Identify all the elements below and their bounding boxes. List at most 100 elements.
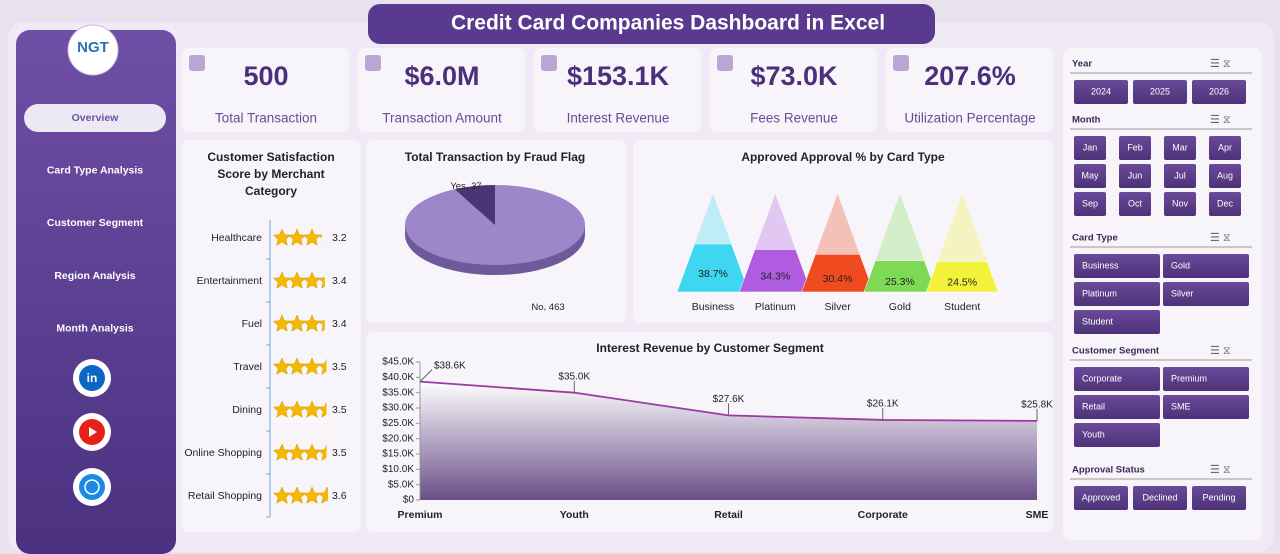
slicer-button[interactable] xyxy=(1074,136,1106,160)
slicer-button[interactable] xyxy=(1074,192,1106,216)
slicer-item[interactable]: Declined xyxy=(1142,492,1177,502)
slicer-icons: ☰ ⧖ xyxy=(1210,114,1231,126)
y-tick-label: $10.0K xyxy=(382,464,414,475)
y-tick-label: $25.0K xyxy=(382,418,414,429)
slicer-item[interactable]: Silver xyxy=(1171,288,1194,298)
y-tick-label: $0 xyxy=(403,495,415,506)
nav-item[interactable]: Card Type Analysis xyxy=(47,164,143,176)
slicer-button[interactable] xyxy=(1119,136,1151,160)
slicer-button[interactable] xyxy=(1074,254,1160,278)
slicer-item[interactable]: Platinum xyxy=(1082,288,1117,298)
slicer-button[interactable] xyxy=(1163,282,1249,306)
slicer-item[interactable]: Mar xyxy=(1172,142,1188,152)
slicer-item[interactable]: Corporate xyxy=(1082,373,1122,383)
slicer-item[interactable]: 2024 xyxy=(1091,86,1111,96)
slicer-button[interactable] xyxy=(1074,282,1160,306)
nav-item[interactable]: Month Analysis xyxy=(56,323,133,335)
slicer-item[interactable]: Business xyxy=(1082,260,1119,270)
slicer-item[interactable]: Premium xyxy=(1171,373,1207,383)
slicer-button[interactable] xyxy=(1074,80,1128,104)
slicer-button[interactable] xyxy=(1074,310,1160,334)
chart-title: Total Transaction by Fraud Flag xyxy=(405,150,585,164)
x-tick-label: Youth xyxy=(560,509,589,521)
slicer-item[interactable]: Jun xyxy=(1128,170,1143,180)
y-tick-label: $40.0K xyxy=(382,372,414,383)
star xyxy=(317,276,325,289)
kpi-value: 207.6% xyxy=(924,61,1016,91)
slicer-item[interactable]: May xyxy=(1081,170,1099,180)
slicer-button[interactable] xyxy=(1119,164,1151,188)
slicer-button[interactable] xyxy=(1164,136,1196,160)
slicer-item[interactable]: Student xyxy=(1082,316,1114,326)
slicer-item[interactable]: Approved xyxy=(1082,492,1121,502)
slicer-button[interactable] xyxy=(1163,367,1249,391)
x-tick-label: Retail xyxy=(714,509,743,521)
slicer-button[interactable] xyxy=(1209,164,1241,188)
slicer-title: Approval Status xyxy=(1072,465,1145,476)
x-tick-label: SME xyxy=(1026,509,1049,521)
value-label: $38.6K xyxy=(434,360,466,371)
kpi-value: $6.0M xyxy=(404,61,479,91)
slicer-item[interactable]: Apr xyxy=(1218,142,1232,152)
kpi-card xyxy=(886,48,1053,132)
slicer-item[interactable]: 2025 xyxy=(1150,86,1170,96)
slicer-item[interactable]: Feb xyxy=(1127,142,1143,152)
slicer-item[interactable]: Jul xyxy=(1174,170,1186,180)
slicer-item[interactable]: Sep xyxy=(1082,198,1098,208)
star xyxy=(317,234,322,246)
pyramid-bar xyxy=(925,261,999,293)
nav-item[interactable]: Customer Segment xyxy=(47,217,144,229)
slicer-button[interactable] xyxy=(1074,395,1160,419)
nav-item[interactable]: Region Analysis xyxy=(54,270,135,282)
value-label: 3.4 xyxy=(332,318,347,330)
chart-title: Interest Revenue by Customer Segment xyxy=(596,341,823,355)
slicer-item[interactable]: Pending xyxy=(1202,492,1235,502)
y-tick-label: $30.0K xyxy=(382,403,414,414)
category-label: Fuel xyxy=(242,318,262,330)
slicer-button[interactable] xyxy=(1192,80,1246,104)
slicer-button[interactable] xyxy=(1163,254,1249,278)
slicer-item[interactable]: Nov xyxy=(1172,198,1189,208)
slicer-title: Customer Segment xyxy=(1072,346,1160,357)
kpi-icon xyxy=(541,55,557,71)
slicer-button[interactable] xyxy=(1164,192,1196,216)
category-label: Yes xyxy=(450,181,466,192)
slicer-item[interactable]: Oct xyxy=(1128,198,1143,208)
value-label: 24.5% xyxy=(947,277,977,289)
kpi-label: Utilization Percentage xyxy=(904,111,1035,126)
slicer-button[interactable] xyxy=(1074,164,1106,188)
slicer-button[interactable] xyxy=(1133,486,1187,510)
slicer-title: Year xyxy=(1072,59,1092,70)
slicer-button[interactable] xyxy=(1209,136,1241,160)
value-label: 3.2 xyxy=(332,232,347,244)
slicer-item[interactable]: Dec xyxy=(1217,198,1234,208)
slicer-button[interactable] xyxy=(1163,395,1249,419)
x-tick-label: Corporate xyxy=(858,509,908,521)
nav-item[interactable]: Overview xyxy=(72,112,120,124)
slicer-button[interactable] xyxy=(1192,486,1246,510)
slicer-item[interactable]: Retail xyxy=(1082,401,1105,411)
slicer-button[interactable] xyxy=(1074,367,1160,391)
pyramid-top xyxy=(694,194,732,244)
kpi-label: Interest Revenue xyxy=(567,111,670,126)
kpi-card xyxy=(710,48,877,132)
kpi-icon xyxy=(893,55,909,71)
slicer-button[interactable] xyxy=(1074,423,1160,447)
slicer-item[interactable]: SME xyxy=(1171,401,1191,411)
slicer-item[interactable]: Jan xyxy=(1083,142,1098,152)
slicer-item[interactable]: 2026 xyxy=(1209,86,1229,96)
slicer-icons: ☰ ⧖ xyxy=(1210,464,1231,476)
slicer-item[interactable]: Youth xyxy=(1082,429,1105,439)
slicer-item[interactable]: Gold xyxy=(1171,260,1190,270)
slicer-button[interactable] xyxy=(1133,80,1187,104)
star-bar xyxy=(272,357,327,375)
slicer-button[interactable] xyxy=(1119,192,1151,216)
slicer-button[interactable] xyxy=(1209,192,1241,216)
slicer-item[interactable]: Aug xyxy=(1217,170,1233,180)
category-label: Dining xyxy=(232,404,262,416)
slicer-button[interactable] xyxy=(1164,164,1196,188)
slicer-button[interactable] xyxy=(1074,486,1128,510)
kpi-label: Fees Revenue xyxy=(750,111,838,126)
y-tick-label: $15.0K xyxy=(382,449,414,460)
